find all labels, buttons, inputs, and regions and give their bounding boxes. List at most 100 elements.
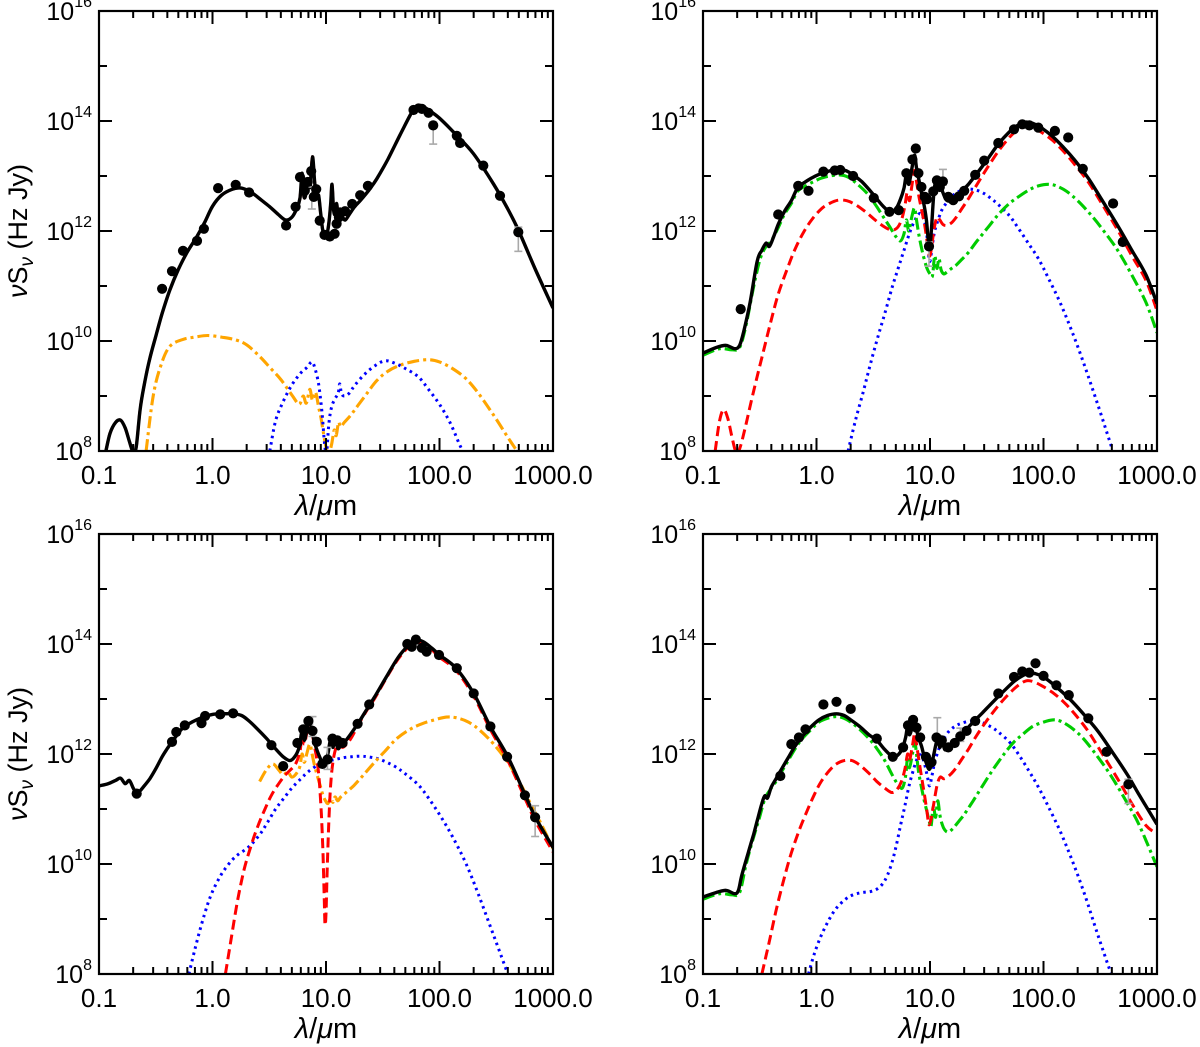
data-point (907, 154, 918, 165)
data-point (786, 739, 797, 750)
bottom-right-blue-dotted-curve (807, 719, 1114, 974)
x-tick-label: 1000.0 (1117, 460, 1197, 490)
data-point (871, 733, 882, 744)
data-point (292, 737, 303, 749)
x-tick-label: 10.0 (301, 983, 352, 1013)
bottom-right-curves (703, 658, 1157, 974)
x-tick-label: 0.1 (685, 460, 721, 490)
data-point (979, 155, 990, 166)
y-tick-label: 1014 (46, 104, 92, 136)
top-left-y-axis-title: νSν (Hz Jy) (3, 164, 38, 298)
x-tick-label: 1000.0 (1117, 983, 1197, 1013)
data-point (775, 770, 786, 782)
data-point (835, 164, 846, 176)
top-left-ticks (98, 10, 554, 452)
y-tick-label: 1016 (650, 0, 696, 26)
data-point (423, 107, 434, 118)
data-point (302, 176, 313, 188)
bottom-right-x-tick-labels: 0.1 1.0 10.0 100.0 1000.0 (685, 983, 1197, 1013)
data-point (352, 718, 363, 729)
data-point (468, 688, 479, 699)
data-point (993, 688, 1004, 699)
data-point (1024, 120, 1035, 131)
data-point (908, 714, 919, 726)
data-point (735, 304, 746, 315)
data-point (1123, 779, 1134, 790)
data-point (1033, 122, 1044, 133)
bottom-left-y-axis-title: νSν (Hz Jy) (3, 687, 38, 821)
y-tick-label: 1016 (46, 517, 92, 549)
y-tick-label: 108 (55, 434, 92, 466)
y-tick-label: 1010 (46, 324, 92, 356)
data-point (936, 735, 947, 746)
bottom-right-data-points (775, 658, 1134, 790)
data-point (329, 228, 340, 239)
data-point (230, 179, 241, 190)
data-point (166, 266, 178, 277)
data-point (831, 696, 842, 707)
data-point (1030, 658, 1041, 669)
data-point (306, 166, 317, 177)
bottom-left-ticks (98, 533, 554, 975)
data-point (530, 812, 541, 823)
data-point (433, 649, 445, 661)
top-left-x-tick-labels: 0.1 1.0 10.0 100.0 1000.0 (81, 460, 593, 490)
bottom-left-red-dashed-curve (223, 640, 553, 974)
data-point (959, 185, 970, 196)
data-point (887, 751, 898, 762)
data-point (322, 754, 333, 765)
bottom-left-blue-dotted-curve (187, 754, 510, 974)
data-point (364, 699, 375, 710)
data-point (773, 209, 784, 220)
top-right-y-tick-labels: 108 1010 1012 1014 1016 (650, 0, 696, 466)
data-point (347, 198, 358, 210)
data-point (171, 726, 182, 738)
data-point (868, 192, 879, 204)
data-point (1077, 163, 1088, 174)
data-point (1051, 680, 1062, 691)
y-tick-label: 1010 (650, 847, 696, 879)
data-point (278, 761, 289, 772)
panel-top-right: 0.1 1.0 10.0 100.0 1000.0 108 1010 1012 1014 1016… (650, 0, 1196, 522)
data-point (494, 190, 506, 201)
data-point (408, 104, 419, 116)
bottom-right-red-dashed-curve (760, 679, 1157, 974)
x-tick-label: 10.0 (301, 460, 352, 490)
y-tick-label: 108 (55, 957, 92, 989)
data-point (923, 241, 935, 252)
data-point (921, 194, 933, 205)
data-point (200, 710, 211, 722)
data-point (1083, 713, 1094, 724)
x-tick-label: 1.0 (194, 983, 230, 1013)
y-tick-label: 1014 (650, 104, 696, 136)
top-left-orange-dash-dot-curve (144, 333, 519, 451)
data-point (177, 245, 189, 256)
data-point (901, 168, 912, 179)
data-point (191, 235, 203, 246)
data-point (1008, 671, 1020, 683)
data-point (803, 185, 814, 196)
y-tick-label: 1012 (650, 737, 696, 769)
data-point (970, 169, 981, 180)
x-tick-label: 1.0 (798, 460, 834, 490)
data-point (307, 725, 318, 737)
panel-bottom-right: 0.1 1.0 10.0 100.0 1000.0 108 1010 1012 1014 1016… (650, 517, 1196, 1045)
bottom-left-data-points (131, 634, 541, 823)
x-tick-label: 10.0 (905, 983, 956, 1013)
data-point (311, 184, 322, 195)
data-point (1038, 670, 1049, 682)
data-point (179, 720, 190, 731)
x-tick-label: 100.0 (1011, 983, 1076, 1013)
data-point (308, 191, 319, 202)
x-tick-label: 1000.0 (513, 460, 593, 490)
bottom-left-curves (99, 634, 553, 974)
x-tick-label: 1.0 (194, 460, 230, 490)
bottom-right-green-dash-dot-curve (703, 715, 1157, 901)
data-point (228, 708, 239, 719)
data-point (818, 166, 829, 177)
panel-top-left: 0.1 1.0 10.0 100.0 1000.0 108 1010 1012 1014 1016… (3, 0, 593, 522)
data-point (1101, 746, 1112, 757)
data-point (937, 176, 949, 187)
top-left-curves (104, 103, 553, 451)
top-right-curves (703, 119, 1157, 451)
